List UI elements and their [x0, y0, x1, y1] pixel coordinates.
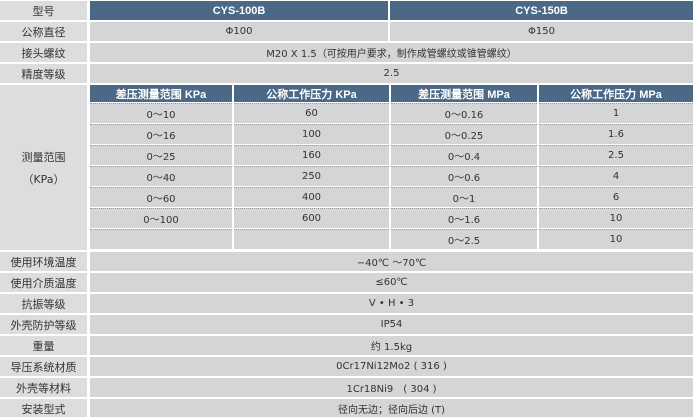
table-cell: 0～0.4 — [391, 145, 537, 165]
cell-value: Φ100 — [90, 22, 388, 41]
table-cell: 0～1 — [391, 187, 537, 207]
table-cell: 600 — [234, 208, 389, 228]
row-label: 安装型式 — [0, 399, 87, 417]
row-label: 外壳防护等级 — [0, 315, 87, 334]
cell-value: 1Cr18Ni9 ( 304 ) — [90, 378, 693, 397]
table-cell: 60 — [234, 103, 389, 123]
table-cell: 1.6 — [539, 124, 693, 144]
table-cell: 0～1.6 — [391, 208, 537, 228]
table-cell: 0～100 — [90, 208, 232, 228]
table-cell: 10 — [539, 229, 693, 249]
table-cell: 0～0.25 — [391, 124, 537, 144]
row-label: 使用介质温度 — [0, 273, 87, 292]
row-label: 重量 — [0, 336, 87, 355]
sub-header: 公称工作压力 KPa — [234, 85, 389, 102]
cell-value: 2.5 — [90, 64, 693, 83]
table-cell — [234, 229, 389, 249]
table-cell: 0～25 — [90, 145, 232, 165]
cell-value: 0Cr17Ni12Mo2 ( 316 ) — [90, 357, 693, 376]
table-cell: 250 — [234, 166, 389, 186]
row-label: 公称直径 — [0, 22, 87, 41]
row-label: 型号 — [0, 1, 87, 20]
cell-value: ≤60℃ — [90, 273, 693, 292]
table-cell: 0～16 — [90, 124, 232, 144]
table-cell: 2.5 — [539, 145, 693, 165]
table-cell: 10 — [539, 208, 693, 228]
table-cell: 0～40 — [90, 166, 232, 186]
cell-value: 约 1.5kg — [90, 336, 693, 355]
row-label: 测量范围 （KPa） — [0, 85, 87, 250]
table-cell: 0～0.16 — [391, 103, 537, 123]
row-label: 外壳等材料 — [0, 378, 87, 397]
row-label: 精度等级 — [0, 64, 87, 83]
cell-value: V • H • 3 — [90, 294, 693, 313]
model-header: CYS-100B — [90, 1, 388, 20]
cell-value: M20 X 1.5（可按用户要求，制作成管螺纹或锥管螺纹） — [90, 43, 693, 62]
table-cell: 0～2.5 — [391, 229, 537, 249]
row-label: 使用环境温度 — [0, 252, 87, 271]
table-cell: 1 — [539, 103, 693, 123]
cell-value: −40℃ ～70℃ — [90, 252, 693, 271]
table-cell: 0～60 — [90, 187, 232, 207]
range-label: 测量范围 — [21, 150, 66, 164]
cell-value: IP54 — [90, 315, 693, 334]
table-cell: 0～10 — [90, 103, 232, 123]
table-cell: 4 — [539, 166, 693, 186]
table-cell: 6 — [539, 187, 693, 207]
table-cell — [90, 229, 232, 249]
row-label: 接头螺纹 — [0, 43, 87, 62]
table-cell: 0～0.6 — [391, 166, 537, 186]
table-cell: 160 — [234, 145, 389, 165]
row-label: 抗振等级 — [0, 294, 87, 313]
sub-header: 差压测量范围 KPa — [90, 85, 232, 102]
sub-header: 公称工作压力 MPa — [539, 85, 693, 102]
sub-header: 差压测量范围 MPa — [391, 85, 537, 102]
row-label: 导压系统材质 — [0, 357, 87, 376]
table-cell: 400 — [234, 187, 389, 207]
unit-label: （KPa） — [22, 172, 65, 186]
cell-value: 径向无边；径向后边 (T) — [90, 399, 693, 417]
table-cell: 100 — [234, 124, 389, 144]
model-header: CYS-150B — [390, 1, 693, 20]
cell-value: Φ150 — [390, 22, 693, 41]
